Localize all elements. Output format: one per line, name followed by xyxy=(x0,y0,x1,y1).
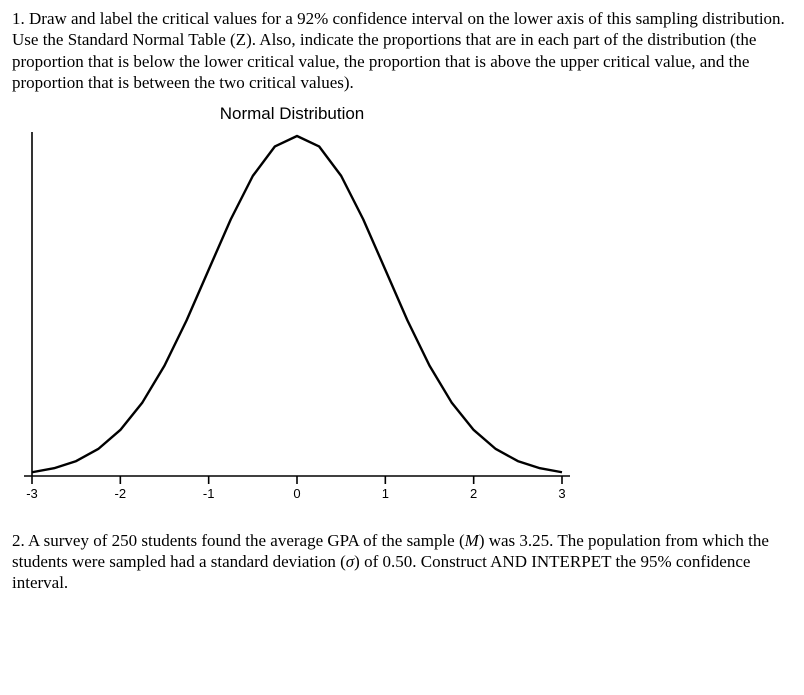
question-1-text: 1. Draw and label the critical values fo… xyxy=(12,8,792,93)
q2-prefix: 2. A survey of 250 students found the av… xyxy=(12,531,465,550)
normal-distribution-figure: Normal Distribution -3 -2 -1 0 1 2 3 xyxy=(12,103,792,512)
x-tick-label: -3 xyxy=(26,486,38,501)
bell-curve xyxy=(32,136,562,472)
question-2-text: 2. A survey of 250 students found the av… xyxy=(12,530,792,594)
x-tick-label: 2 xyxy=(470,486,477,501)
x-tick-label: -1 xyxy=(203,486,215,501)
chart-title: Normal Distribution xyxy=(12,103,572,124)
normal-distribution-svg: -3 -2 -1 0 1 2 3 xyxy=(12,126,572,506)
x-tick-label: 0 xyxy=(293,486,300,501)
x-tick-label: 1 xyxy=(382,486,389,501)
q2-sigma-symbol: σ xyxy=(346,552,354,571)
x-tick-label: -2 xyxy=(115,486,127,501)
x-tick-label: 3 xyxy=(558,486,565,501)
q2-m-symbol: M xyxy=(465,531,479,550)
